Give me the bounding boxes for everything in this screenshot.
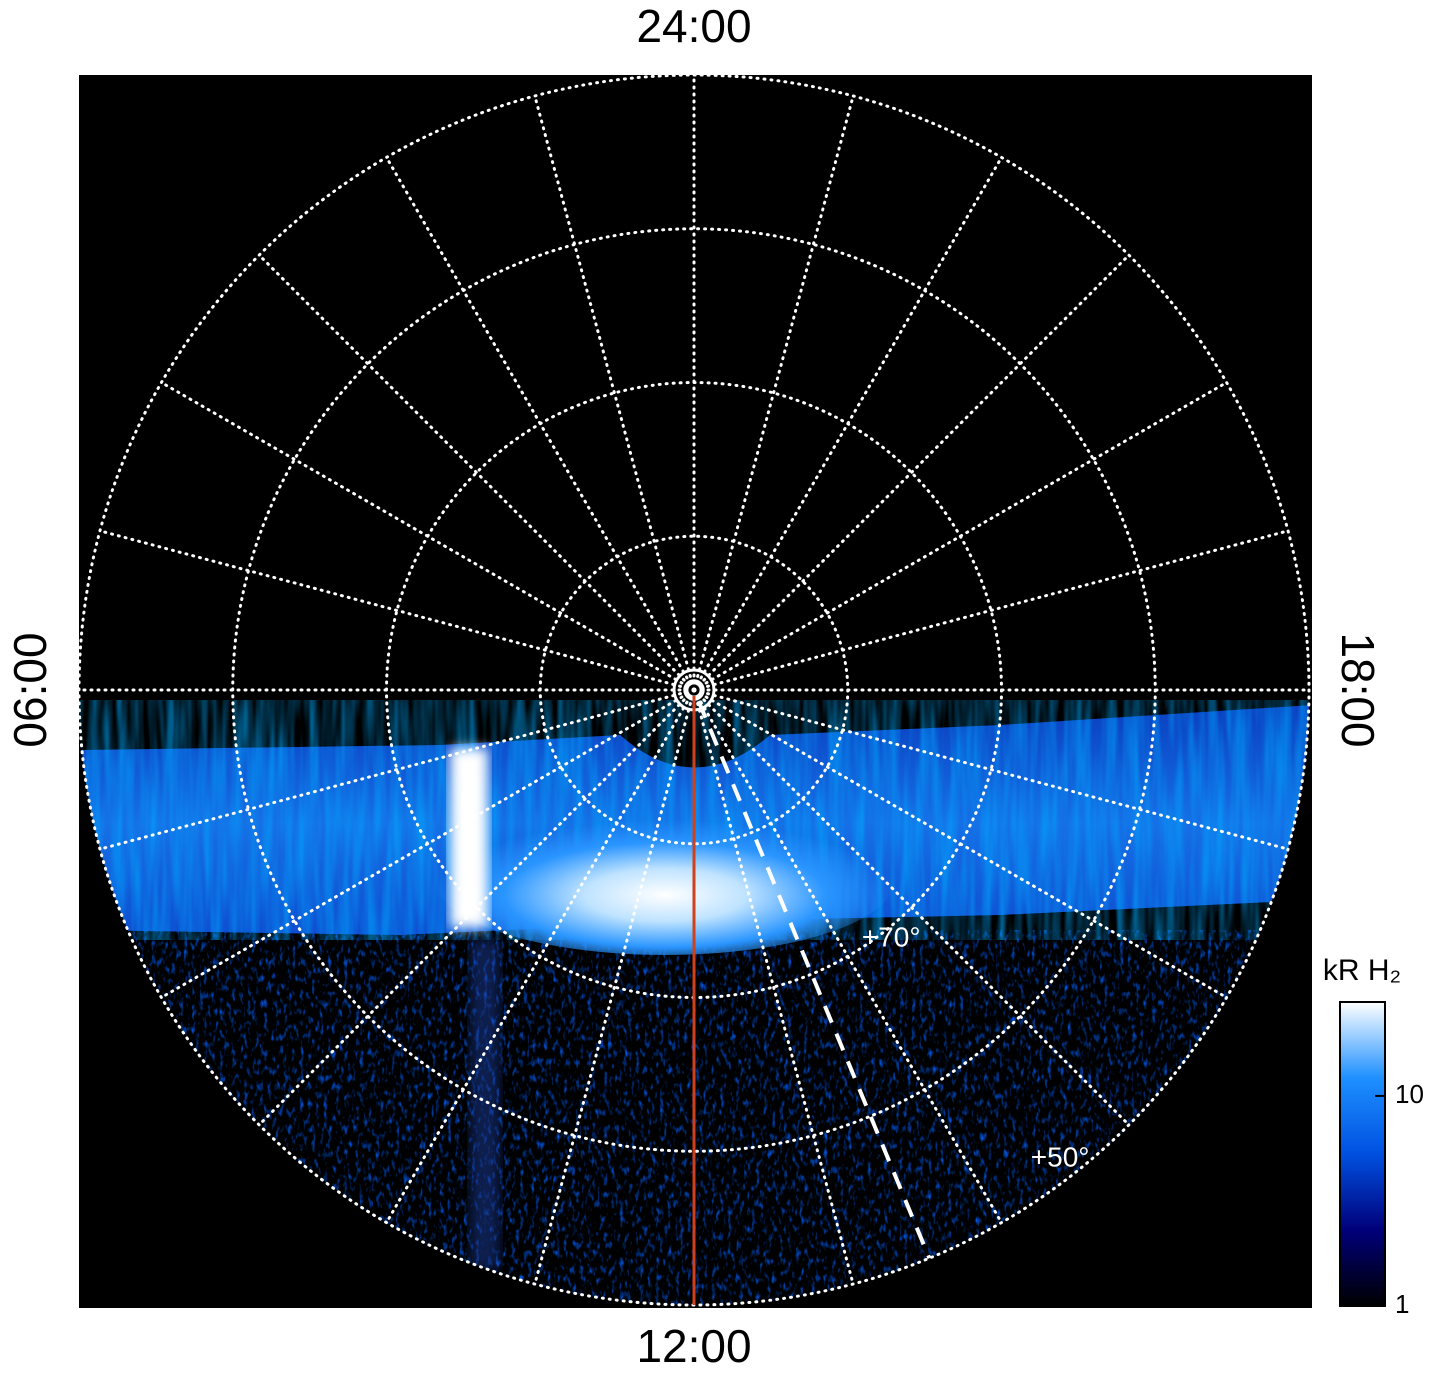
meridian — [692, 253, 1131, 692]
meridian — [692, 688, 1290, 851]
meridian — [533, 688, 696, 1286]
colorbar — [1339, 1001, 1386, 1307]
meridian — [98, 688, 696, 851]
meridian — [692, 688, 1131, 1127]
latitude-label: +50° — [1031, 1142, 1090, 1173]
colorbar-label: kR H₂ — [1323, 954, 1401, 987]
meridian — [692, 94, 855, 692]
colorbar-tick-label: 10 — [1395, 1079, 1424, 1109]
latitude-label: +70° — [862, 921, 921, 952]
grid — [77, 73, 1311, 1307]
local-time-label: 18:00 — [1332, 632, 1384, 747]
latitude-circle — [231, 227, 1157, 1153]
local-time-label: 24:00 — [636, 0, 751, 52]
meridian — [257, 688, 696, 1127]
colorbar-tick-label: 1 — [1395, 1289, 1409, 1319]
dashed-meridian — [696, 700, 932, 1259]
meridian — [98, 529, 696, 692]
latitude-circle — [538, 534, 850, 846]
bright-arc — [435, 805, 895, 955]
meridian — [692, 688, 855, 1286]
meridian — [533, 94, 696, 692]
meridian — [257, 253, 696, 692]
meridian — [692, 529, 1290, 692]
local-time-label: 12:00 — [636, 1320, 751, 1372]
local-time-label: 06:00 — [4, 632, 56, 747]
